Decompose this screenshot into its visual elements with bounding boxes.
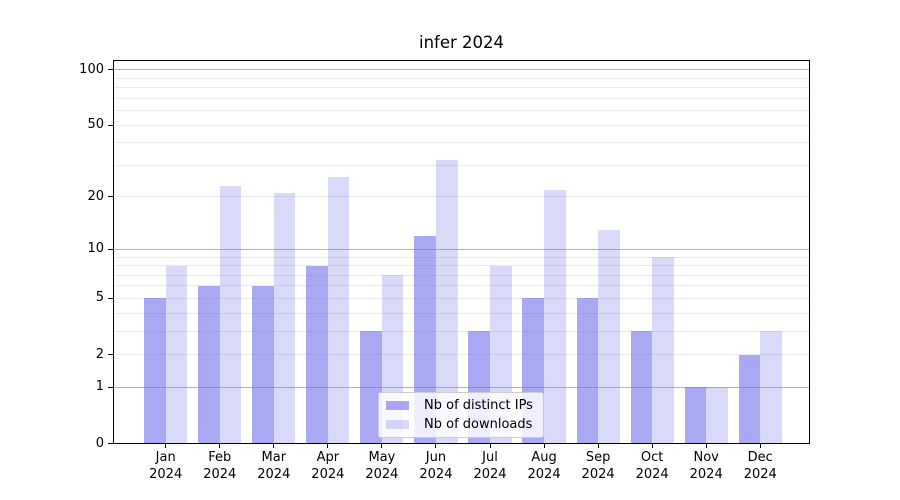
x-tick-mark xyxy=(219,443,221,448)
bar-distinct-ips-sep xyxy=(576,298,599,444)
y-tick-label: 50 xyxy=(87,117,104,133)
y-tick-label: 0 xyxy=(95,435,104,451)
y-tick-label: 10 xyxy=(87,241,104,257)
x-tick-mark xyxy=(759,443,761,448)
minor-gridline xyxy=(113,265,810,267)
major-gridline xyxy=(113,248,810,250)
x-tick-label: Nov 2024 xyxy=(689,450,723,482)
x-tick-mark xyxy=(597,443,599,448)
bar-distinct-ips-feb xyxy=(198,285,220,444)
x-tick-mark xyxy=(381,443,383,448)
bar-distinct-ips-nov xyxy=(684,387,707,444)
bar-downloads-mar xyxy=(273,193,296,444)
minor-gridline xyxy=(113,196,810,198)
minor-gridline xyxy=(113,142,810,144)
legend: Nb of distinct IPs Nb of downloads xyxy=(378,392,544,438)
y-tick-label: 5 xyxy=(95,290,104,306)
minor-gridline xyxy=(113,77,810,79)
x-tick-mark xyxy=(165,443,167,448)
bar-distinct-ips-jun xyxy=(414,235,436,444)
y-tick-mark xyxy=(108,196,113,198)
legend-swatch-downloads xyxy=(386,419,409,430)
bar-distinct-ips-oct xyxy=(630,331,653,444)
bar-downloads-jan xyxy=(165,265,188,444)
minor-gridline xyxy=(113,312,810,314)
bar-distinct-ips-dec xyxy=(738,354,761,444)
bar-downloads-jun xyxy=(435,160,458,444)
x-tick-label: Jan 2024 xyxy=(149,450,183,482)
y-tick-mark xyxy=(108,443,113,444)
x-tick-mark xyxy=(435,443,437,448)
minor-gridline xyxy=(113,124,810,126)
minor-gridline xyxy=(113,274,810,276)
x-tick-label: Aug 2024 xyxy=(527,450,561,482)
x-tick-mark xyxy=(327,443,329,448)
y-tick-label: 1 xyxy=(95,379,104,395)
legend-item-distinct-ips: Nb of distinct IPs xyxy=(386,397,535,415)
x-tick-label: Mar 2024 xyxy=(257,450,291,482)
bar-downloads-feb xyxy=(219,186,242,444)
minor-gridline xyxy=(113,97,810,99)
major-gridline xyxy=(113,386,810,388)
x-tick-label: Oct 2024 xyxy=(635,450,669,482)
x-tick-label: Sep 2024 xyxy=(581,450,615,482)
y-tick-mark xyxy=(108,297,113,299)
major-gridline xyxy=(113,69,810,71)
y-tick-mark xyxy=(108,124,113,126)
minor-gridline xyxy=(113,256,810,258)
x-tick-label: Jul 2024 xyxy=(473,450,507,482)
minor-gridline xyxy=(113,110,810,112)
bar-distinct-ips-jan xyxy=(144,298,166,444)
bar-downloads-apr xyxy=(327,176,350,444)
minor-gridline xyxy=(113,285,810,287)
y-tick-mark xyxy=(108,354,113,356)
y-tick-mark xyxy=(108,386,113,388)
bar-distinct-ips-may xyxy=(360,331,382,444)
y-tick-label: 20 xyxy=(87,188,104,204)
minor-gridline xyxy=(113,164,810,166)
bar-downloads-aug xyxy=(544,189,566,444)
x-tick-mark xyxy=(543,443,545,448)
bar-distinct-ips-mar xyxy=(252,285,274,444)
chart-title: infer 2024 xyxy=(418,33,505,52)
legend-label-downloads: Nb of downloads xyxy=(424,416,533,432)
y-tick-mark xyxy=(108,248,113,250)
x-tick-mark xyxy=(651,443,653,448)
bar-downloads-sep xyxy=(598,229,620,444)
minor-gridline xyxy=(113,330,810,332)
minor-gridline xyxy=(113,87,810,89)
y-tick-mark xyxy=(108,69,113,71)
x-tick-label: May 2024 xyxy=(365,450,399,482)
bar-downloads-oct xyxy=(652,257,674,444)
minor-gridline xyxy=(113,297,810,299)
y-tick-label: 100 xyxy=(79,61,104,77)
y-tick-label: 2 xyxy=(95,346,104,362)
x-tick-mark xyxy=(273,443,275,448)
bar-downloads-dec xyxy=(760,331,782,444)
legend-swatch-distinct-ips xyxy=(386,400,409,411)
legend-label-distinct-ips: Nb of distinct IPs xyxy=(424,397,533,413)
x-tick-label: Dec 2024 xyxy=(743,450,777,482)
legend-item-downloads: Nb of downloads xyxy=(386,416,535,434)
x-tick-label: Jun 2024 xyxy=(419,450,453,482)
x-tick-label: Feb 2024 xyxy=(203,450,237,482)
minor-gridline xyxy=(113,354,810,356)
x-tick-mark xyxy=(489,443,491,448)
x-tick-label: Apr 2024 xyxy=(311,450,345,482)
bar-downloads-nov xyxy=(706,387,728,444)
x-tick-mark xyxy=(705,443,707,448)
bar-distinct-ips-apr xyxy=(306,265,328,444)
